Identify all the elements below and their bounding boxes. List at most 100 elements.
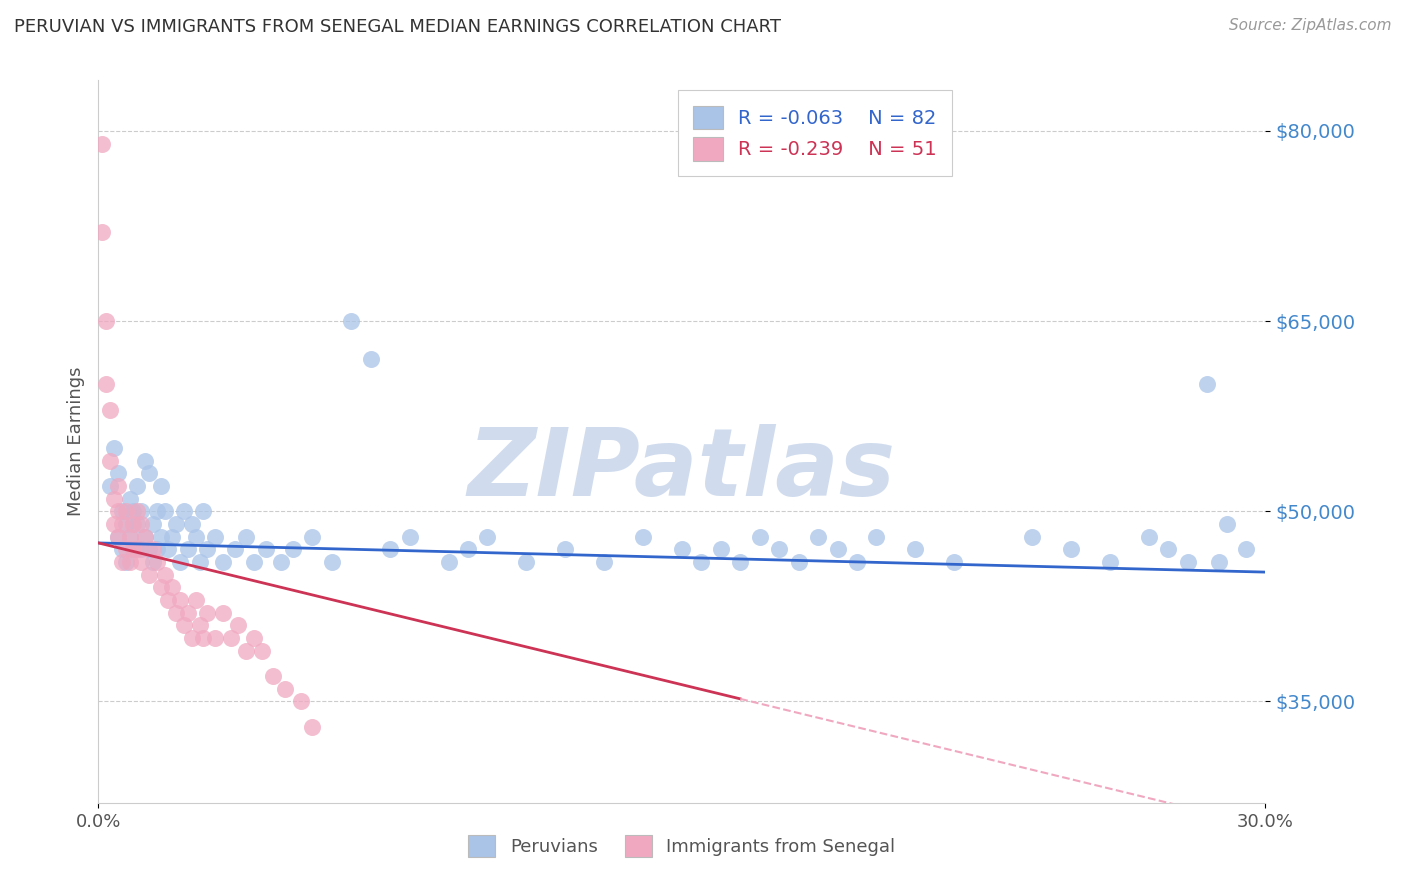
Point bbox=[165, 516, 187, 531]
Point bbox=[122, 516, 145, 531]
Point bbox=[122, 504, 145, 518]
Point bbox=[228, 618, 250, 632]
Point bbox=[138, 467, 160, 481]
Point bbox=[787, 555, 810, 569]
Point bbox=[180, 516, 202, 531]
Point bbox=[127, 516, 149, 531]
Point bbox=[162, 580, 184, 594]
Point bbox=[274, 681, 297, 696]
Point bbox=[807, 530, 830, 544]
Point bbox=[153, 567, 176, 582]
Point bbox=[360, 352, 382, 367]
Point bbox=[142, 542, 165, 557]
Point bbox=[243, 631, 266, 645]
Legend: Peruvians, Immigrants from Senegal: Peruvians, Immigrants from Senegal bbox=[460, 826, 904, 866]
Text: ZIPatlas: ZIPatlas bbox=[468, 425, 896, 516]
Point bbox=[157, 593, 180, 607]
Y-axis label: Median Earnings: Median Earnings bbox=[66, 367, 84, 516]
Point bbox=[142, 555, 165, 569]
Point bbox=[107, 467, 129, 481]
Point bbox=[173, 504, 195, 518]
Point bbox=[1060, 542, 1083, 557]
Text: PERUVIAN VS IMMIGRANTS FROM SENEGAL MEDIAN EARNINGS CORRELATION CHART: PERUVIAN VS IMMIGRANTS FROM SENEGAL MEDI… bbox=[14, 18, 782, 36]
Point bbox=[188, 618, 211, 632]
Point bbox=[91, 226, 114, 240]
Point bbox=[149, 530, 172, 544]
Point bbox=[138, 567, 160, 582]
Point bbox=[340, 314, 363, 328]
Point bbox=[114, 555, 136, 569]
Point bbox=[865, 530, 887, 544]
Point bbox=[114, 542, 136, 557]
Point bbox=[1215, 516, 1237, 531]
Point bbox=[114, 516, 136, 531]
Point bbox=[710, 542, 733, 557]
Point bbox=[169, 593, 191, 607]
Point bbox=[184, 530, 207, 544]
Point bbox=[254, 542, 277, 557]
Point bbox=[91, 136, 114, 151]
Point bbox=[904, 542, 927, 557]
Point bbox=[321, 555, 343, 569]
Point bbox=[204, 530, 226, 544]
Point bbox=[730, 555, 752, 569]
Point bbox=[146, 555, 169, 569]
Point bbox=[129, 504, 152, 518]
Point bbox=[477, 530, 499, 544]
Text: Source: ZipAtlas.com: Source: ZipAtlas.com bbox=[1229, 18, 1392, 33]
Point bbox=[1098, 555, 1121, 569]
Point bbox=[262, 669, 284, 683]
Point bbox=[943, 555, 966, 569]
Point bbox=[193, 504, 215, 518]
Point bbox=[127, 504, 149, 518]
Point bbox=[107, 530, 129, 544]
Point bbox=[1021, 530, 1043, 544]
Point bbox=[107, 530, 129, 544]
Point bbox=[122, 542, 145, 557]
Point bbox=[118, 530, 141, 544]
Point bbox=[103, 441, 125, 455]
Point bbox=[1177, 555, 1199, 569]
Point bbox=[457, 542, 479, 557]
Point bbox=[671, 542, 693, 557]
Point bbox=[212, 606, 235, 620]
Point bbox=[122, 542, 145, 557]
Point bbox=[169, 555, 191, 569]
Point bbox=[157, 542, 180, 557]
Point bbox=[142, 516, 165, 531]
Point bbox=[1208, 555, 1230, 569]
Point bbox=[103, 516, 125, 531]
Point bbox=[224, 542, 246, 557]
Point bbox=[193, 631, 215, 645]
Point bbox=[212, 555, 235, 569]
Point bbox=[177, 542, 200, 557]
Point bbox=[180, 631, 202, 645]
Point bbox=[188, 555, 211, 569]
Point bbox=[118, 555, 141, 569]
Point bbox=[184, 593, 207, 607]
Point bbox=[768, 542, 790, 557]
Point bbox=[515, 555, 537, 569]
Point bbox=[111, 504, 134, 518]
Point bbox=[165, 606, 187, 620]
Point bbox=[554, 542, 576, 557]
Point bbox=[250, 643, 273, 657]
Point bbox=[149, 580, 172, 594]
Point bbox=[281, 542, 304, 557]
Point bbox=[235, 530, 257, 544]
Point bbox=[129, 542, 152, 557]
Point bbox=[243, 555, 266, 569]
Point bbox=[437, 555, 460, 569]
Point bbox=[146, 542, 169, 557]
Point bbox=[118, 530, 141, 544]
Point bbox=[195, 542, 218, 557]
Point bbox=[111, 555, 134, 569]
Point bbox=[127, 479, 149, 493]
Point bbox=[134, 530, 156, 544]
Point bbox=[134, 530, 156, 544]
Point bbox=[138, 542, 160, 557]
Point bbox=[98, 453, 121, 467]
Point bbox=[827, 542, 849, 557]
Point bbox=[98, 479, 121, 493]
Point bbox=[301, 530, 323, 544]
